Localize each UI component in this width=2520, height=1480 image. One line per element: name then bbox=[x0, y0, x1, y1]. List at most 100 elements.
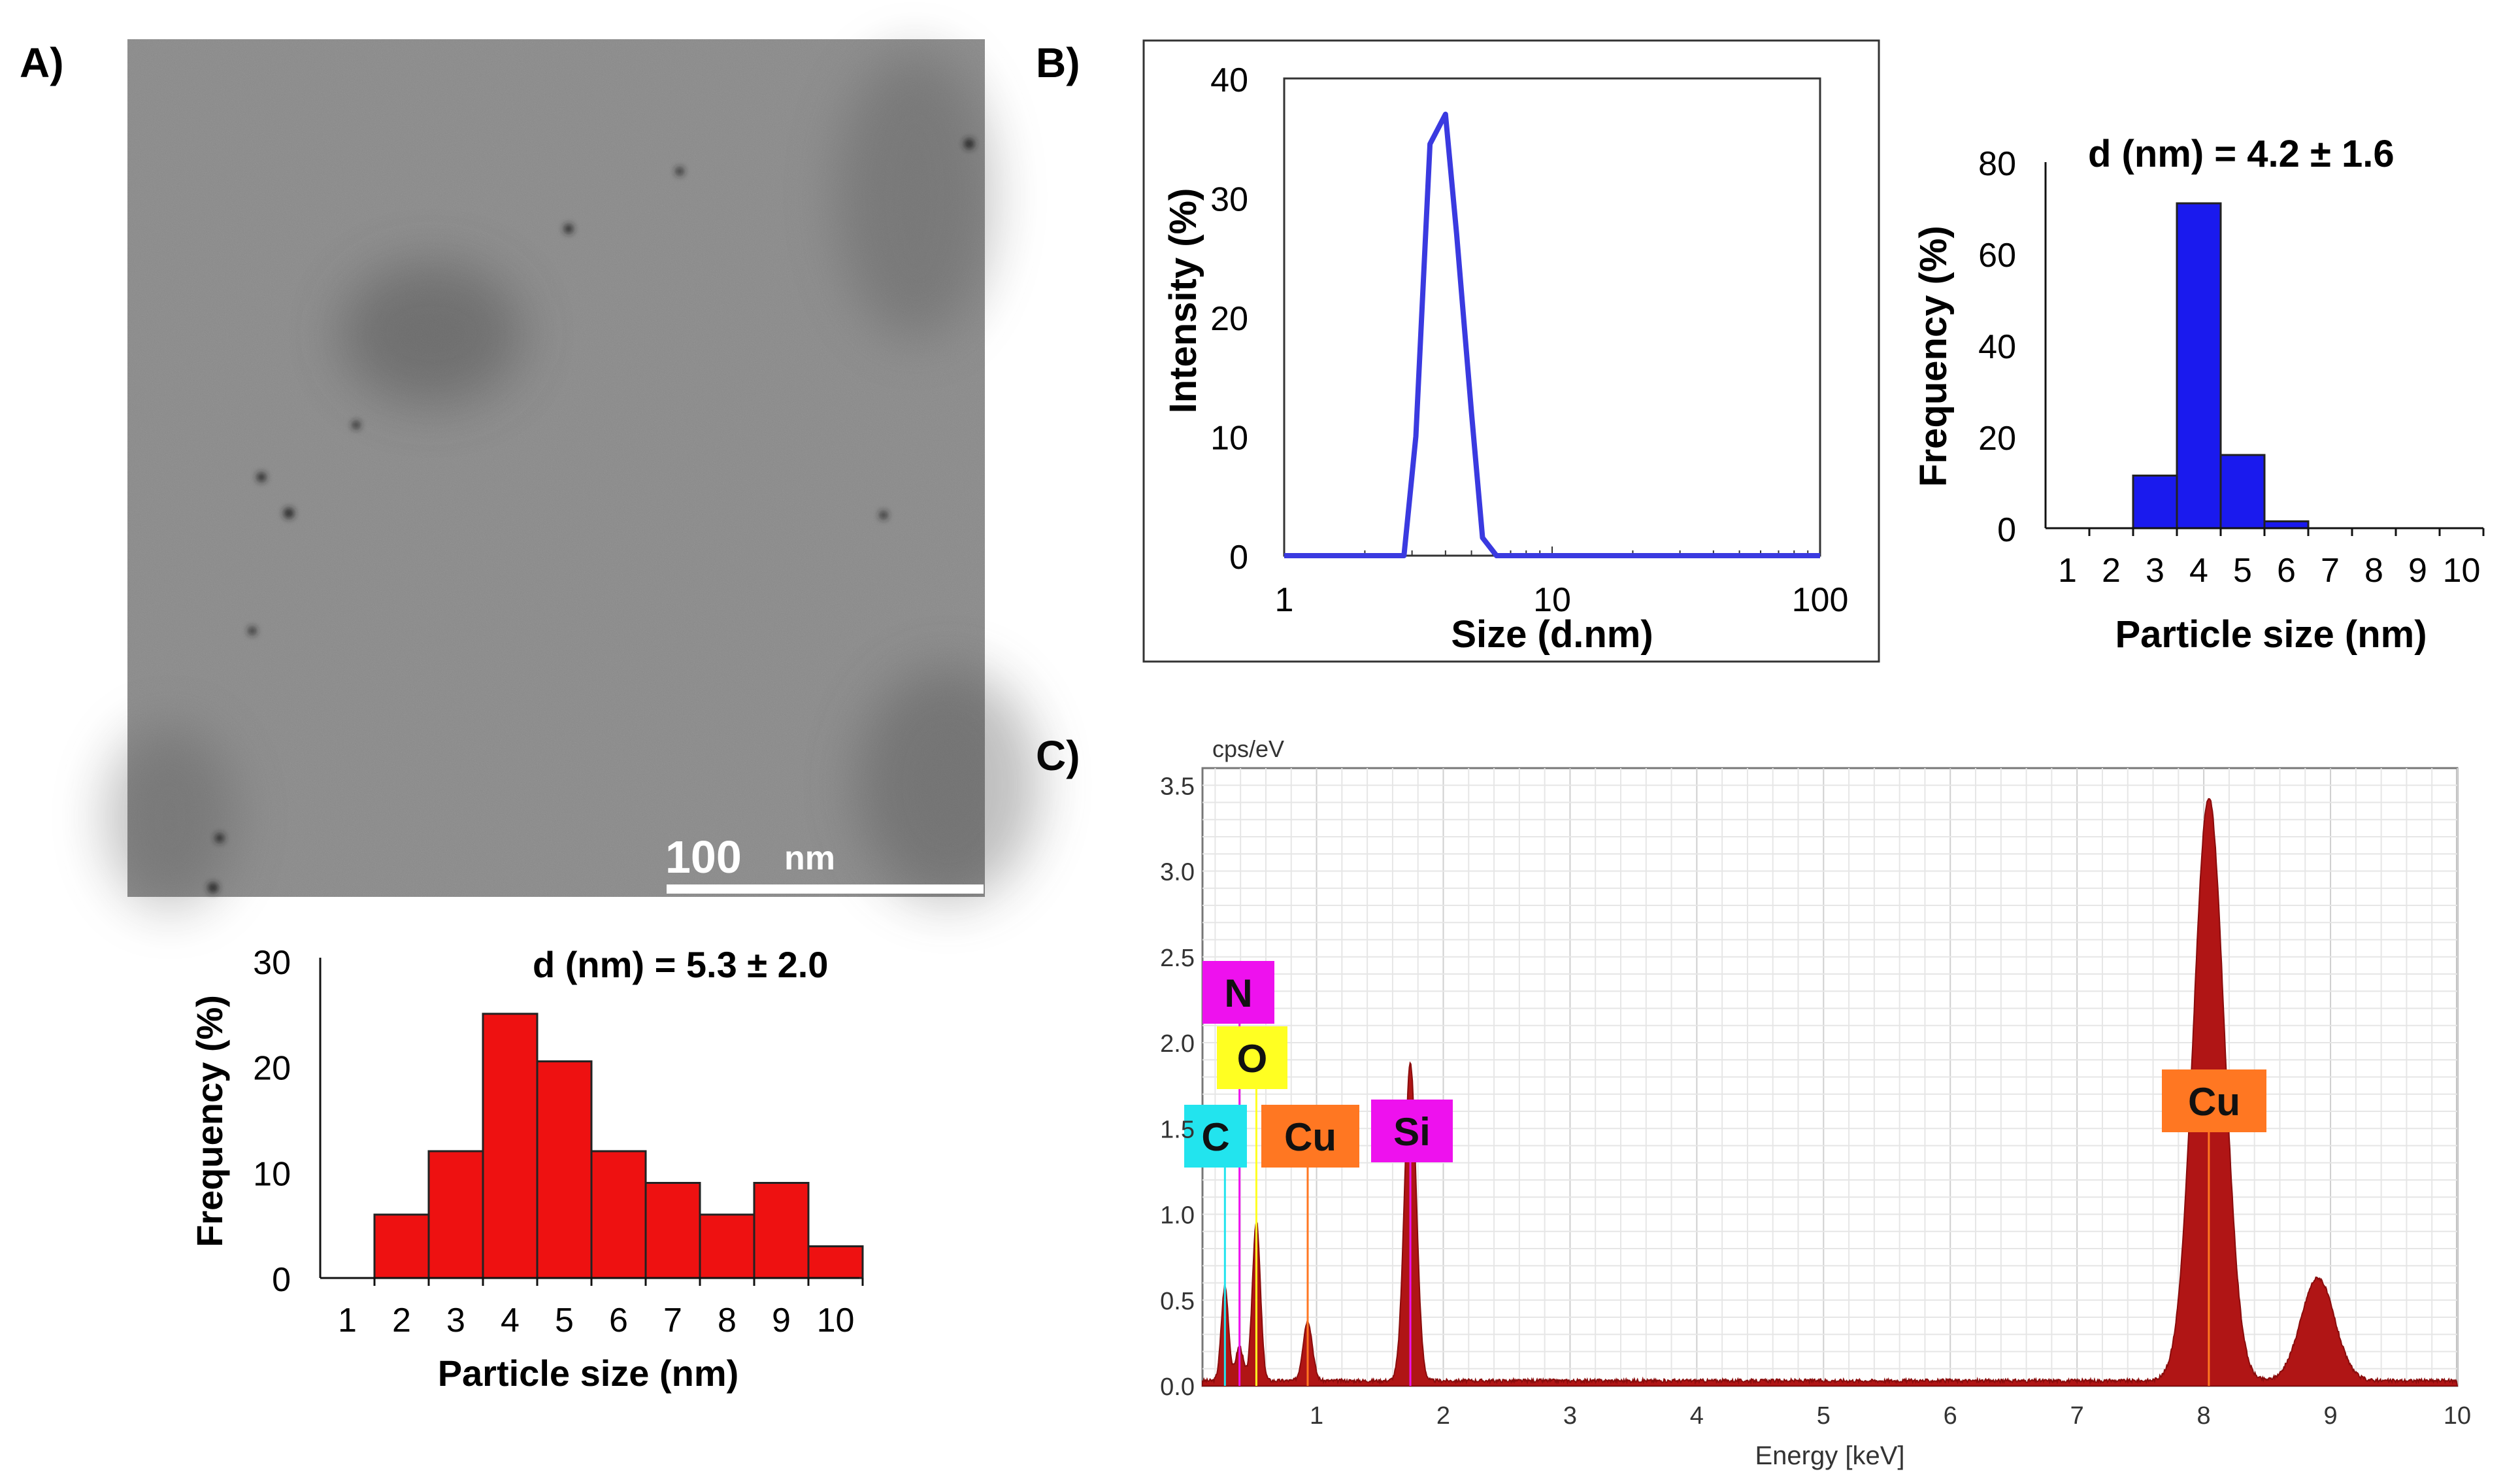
eds-y-tick: 0.0 bbox=[1160, 1373, 1195, 1401]
tem-histogram-bar-7 bbox=[644, 1182, 701, 1279]
dls-y-tick: 0 bbox=[1229, 539, 1248, 577]
tem-histogram-bar-4 bbox=[482, 1013, 539, 1279]
dls-histogram-x-tick: 4 bbox=[2189, 552, 2208, 590]
tem-histogram-x-tick: 3 bbox=[446, 1302, 465, 1339]
tem-image: 100 nm bbox=[105, 39, 1039, 909]
eds-x-tick: 6 bbox=[1944, 1402, 1957, 1430]
tem-histogram-y-tick: 10 bbox=[253, 1155, 291, 1193]
dls-histogram-y-tick: 60 bbox=[1978, 237, 2016, 275]
dls-intensity-chart: 0 10 20 30 40 1 10 100 Size (d.nm) Intensity (%… bbox=[1142, 39, 1880, 663]
tem-histogram-bar-3 bbox=[427, 1150, 484, 1279]
tem-histogram-y-tick: 20 bbox=[253, 1050, 291, 1088]
dls-x-tick: 1 bbox=[1275, 581, 1294, 619]
dls-histogram-ylabel: Frequency (%) bbox=[1912, 226, 1955, 487]
eds-y-tick: 2.5 bbox=[1160, 945, 1195, 972]
tem-particle bbox=[208, 883, 218, 893]
eds-y-tick: 0.5 bbox=[1160, 1288, 1195, 1315]
eds-xlabel: Energy [keV] bbox=[1755, 1441, 1904, 1470]
dls-y-tick: 30 bbox=[1210, 181, 1248, 219]
dls-chart-frame bbox=[1142, 39, 1880, 663]
dls-histogram-x-tick: 1 bbox=[2058, 552, 2077, 590]
dls-y-tick: 10 bbox=[1210, 420, 1248, 458]
tem-histogram-x-tick: 10 bbox=[817, 1302, 855, 1339]
tem-particle bbox=[248, 627, 256, 635]
dls-x-tick: 10 bbox=[1533, 581, 1571, 619]
dls-y-tick: 20 bbox=[1210, 300, 1248, 338]
tem-histogram-x-tick: 9 bbox=[772, 1302, 791, 1339]
eds-label-c: C bbox=[1201, 1115, 1229, 1159]
dls-histogram-x-tick: 8 bbox=[2364, 552, 2383, 590]
scale-bar-unit: nm bbox=[784, 839, 835, 877]
tem-particle bbox=[215, 833, 224, 843]
eds-label-o: O bbox=[1237, 1037, 1268, 1081]
tem-histogram-y-tick: 30 bbox=[253, 944, 291, 982]
tem-histogram-x-tick: 1 bbox=[338, 1302, 357, 1339]
scale-bar-value: 100 bbox=[665, 832, 742, 883]
dls-histogram-y-tick: 20 bbox=[1978, 420, 2016, 458]
eds-x-tick: 1 bbox=[1310, 1402, 1323, 1430]
tem-histogram-annotation: d (nm) = 5.3 ± 2.0 bbox=[533, 944, 828, 985]
tem-particle bbox=[257, 473, 266, 482]
eds-x-tick: 2 bbox=[1436, 1402, 1450, 1430]
panel-letter-a: A) bbox=[20, 39, 64, 86]
dls-histogram-y-tick: 0 bbox=[1997, 511, 2016, 549]
tem-histogram-x-tick: 2 bbox=[392, 1302, 411, 1339]
eds-label-box-si bbox=[1371, 1100, 1453, 1162]
eds-ylabel: cps/eV bbox=[1212, 735, 1284, 762]
dls-histogram-bar-5 bbox=[2219, 454, 2266, 530]
eds-x-tick: 3 bbox=[1563, 1402, 1577, 1430]
dls-histogram-y-tick: 80 bbox=[1978, 145, 2016, 183]
tem-histogram-bar-2 bbox=[373, 1213, 430, 1279]
eds-label-box-n bbox=[1202, 961, 1274, 1024]
dls-histogram-x-tick: 9 bbox=[2408, 552, 2427, 590]
eds-x-tick: 4 bbox=[1690, 1402, 1704, 1430]
dls-intensity-line bbox=[1284, 111, 1820, 558]
dls-histogram-x-tick: 6 bbox=[2277, 552, 2296, 590]
dls-histogram-bar-3 bbox=[2132, 475, 2178, 530]
tem-histogram-x-tick: 5 bbox=[555, 1302, 574, 1339]
tem-histogram-x-tick: 7 bbox=[663, 1302, 682, 1339]
eds-x-tick: 9 bbox=[2323, 1402, 2337, 1430]
tem-particle bbox=[352, 421, 360, 429]
dls-x-tick: 100 bbox=[1792, 581, 1849, 619]
eds-x-tick: 7 bbox=[2070, 1402, 2084, 1430]
tem-particle bbox=[880, 511, 887, 519]
tem-histogram-bar-8 bbox=[699, 1213, 755, 1279]
dls-histogram-x-tick: 3 bbox=[2146, 552, 2164, 590]
dls-plot-area bbox=[1283, 77, 1821, 557]
eds-spectrum: NOC Cu Si Cu 0.0 0.5 1.0 1.5 2.0 2.5 3.0 3.5 1 2 3 4 5 6… bbox=[1160, 735, 2471, 1470]
eds-x-tick: 10 bbox=[2444, 1402, 2471, 1430]
tem-histogram-bar-6 bbox=[590, 1150, 647, 1279]
eds-x-tick: 8 bbox=[2197, 1402, 2211, 1430]
dls-histogram-y-tick: 40 bbox=[1978, 328, 2016, 366]
tem-particle bbox=[284, 508, 294, 518]
eds-label-n: N bbox=[1224, 971, 1252, 1015]
eds-label-box-o bbox=[1217, 1026, 1287, 1089]
tem-histogram-x-tick: 6 bbox=[609, 1302, 628, 1339]
dls-histogram-x-tick: 7 bbox=[2321, 552, 2340, 590]
dls-histogram-bar-6 bbox=[2263, 520, 2310, 530]
eds-y-tick: 3.0 bbox=[1160, 859, 1195, 886]
dls-histogram-xlabel: Particle size (nm) bbox=[2115, 613, 2427, 656]
dls-xlabel: Size (d.nm) bbox=[1451, 613, 1653, 656]
tem-histogram-bar-10 bbox=[807, 1245, 864, 1279]
eds-y-tick: 1.5 bbox=[1160, 1116, 1195, 1143]
tem-particle bbox=[964, 139, 974, 149]
dls-histogram-x-tick: 5 bbox=[2233, 552, 2252, 590]
tem-histogram-x-tick: 4 bbox=[501, 1302, 520, 1339]
eds-label-box-cu bbox=[2162, 1069, 2266, 1132]
eds-label-box-c bbox=[1184, 1105, 1247, 1168]
panel-letter-c: C) bbox=[1036, 732, 1080, 779]
tem-histogram-bar-5 bbox=[536, 1060, 593, 1279]
eds-label-cu: Cu bbox=[1284, 1115, 1336, 1159]
dls-ylabel: Intensity (%) bbox=[1162, 188, 1204, 414]
tem-histogram-bar-9 bbox=[753, 1182, 810, 1279]
eds-label-si: Si bbox=[1393, 1110, 1431, 1154]
tem-histogram-ylabel: Frequency (%) bbox=[189, 995, 230, 1247]
eds-y-tick: 1.0 bbox=[1160, 1202, 1195, 1230]
tem-particle bbox=[676, 167, 684, 175]
panel-letter-b: B) bbox=[1036, 39, 1080, 86]
tem-size-histogram: 0 10 20 30 1 2 3 4 5 6 7 8 9 10 d (nm) = 5.3 ± 2.0 Pa… bbox=[189, 944, 864, 1394]
